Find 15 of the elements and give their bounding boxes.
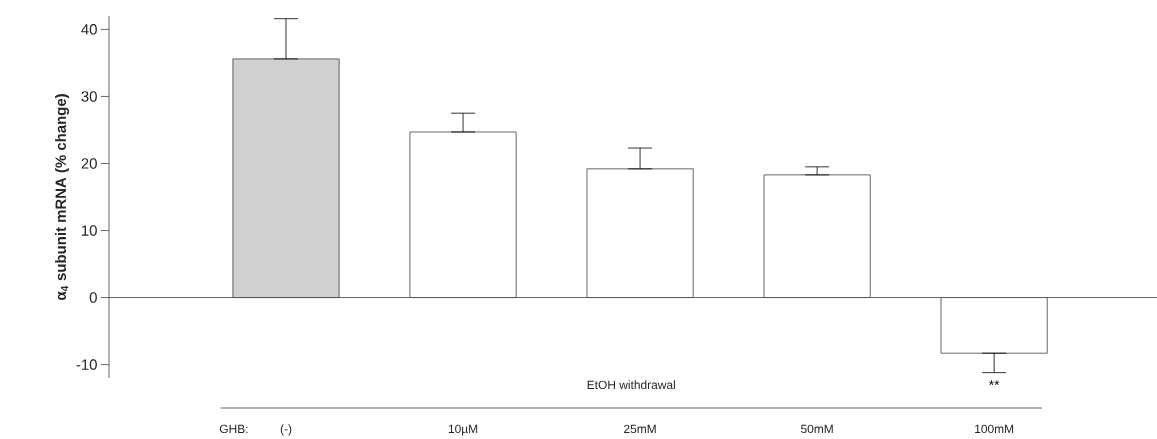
y-tick-label: 30 [81, 91, 97, 102]
y-tick-label: 40 [81, 24, 97, 35]
y-tick-label: 0 [89, 292, 97, 303]
text: GHB: [219, 424, 248, 434]
text: EtOH withdrawal [587, 380, 675, 390]
y-tick-label: 20 [81, 158, 97, 169]
x-tick-label: 100mM [975, 424, 1014, 434]
x-tick-label: 25mM [624, 424, 656, 434]
x-tick-label: (-) [280, 424, 292, 436]
y-tick-label: 10 [82, 225, 97, 236]
x-tick-label: 50mM [800, 424, 833, 434]
y-tick-label: -10 [76, 359, 97, 370]
y-axis-title: α$_{4}$ subunit mRNA (% change) [55, 94, 70, 301]
x-tick-label: 10µM [448, 424, 478, 436]
annotation: ** [988, 380, 1000, 386]
